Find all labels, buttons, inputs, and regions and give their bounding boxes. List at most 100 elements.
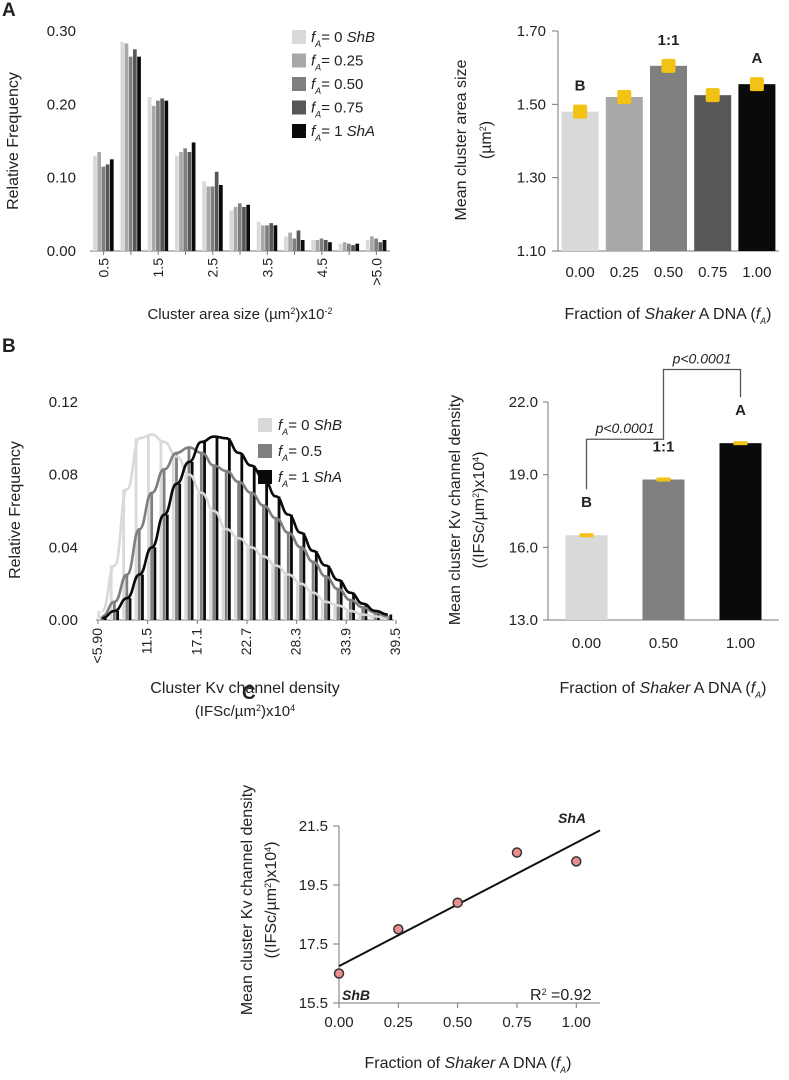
x-tick-label: 33.9 xyxy=(337,628,353,655)
histogram-bar xyxy=(109,565,113,620)
histogram-bar xyxy=(260,225,265,251)
histogram-bar xyxy=(219,185,223,251)
histogram-bar xyxy=(271,565,275,620)
legend-label: fA= 1 ShA xyxy=(311,123,375,143)
histogram-bar xyxy=(147,434,150,620)
x-tick-label: 0.50 xyxy=(649,635,678,652)
legend-swatch xyxy=(292,77,306,91)
x-axis-title: Fraction of Shaker A DNA (fA) xyxy=(565,306,772,326)
histogram-bar xyxy=(308,592,312,620)
histogram-bar xyxy=(339,580,343,620)
histogram-bar xyxy=(212,465,216,620)
histogram-bar xyxy=(137,56,141,251)
histogram-bar xyxy=(233,538,237,620)
histogram-bar xyxy=(346,243,351,251)
histogram-bar xyxy=(109,159,114,251)
y-tick-label: 1.70 xyxy=(517,23,546,40)
histogram-bar xyxy=(151,105,156,251)
mean-bar xyxy=(605,97,643,251)
histogram-bar xyxy=(351,245,355,251)
y-tick-label: 0.00 xyxy=(47,243,76,260)
histogram-bar xyxy=(274,518,278,620)
mean-bar xyxy=(650,65,687,251)
legend-label: fA= 0.50 xyxy=(311,76,363,96)
y-tick-label: 1.50 xyxy=(517,96,546,113)
x-tick-label: 0.50 xyxy=(654,264,683,281)
legend-label: fA= 0.75 xyxy=(311,100,363,120)
sha-label: ShA xyxy=(558,810,586,826)
histogram-bar xyxy=(122,489,126,620)
histogram-bar xyxy=(210,186,215,251)
histogram-bar xyxy=(296,230,301,251)
histogram-bar xyxy=(97,610,101,620)
significance-label: 1:1 xyxy=(653,439,675,456)
mean-bar xyxy=(719,443,762,620)
y-tick-label: 0.20 xyxy=(47,96,76,113)
error-marker xyxy=(573,104,588,119)
histogram-bar xyxy=(269,223,274,251)
mean-bar xyxy=(642,479,685,620)
histogram-bar xyxy=(103,618,107,620)
histogram-bar xyxy=(128,598,132,620)
y-axis-title-units: (µm2) xyxy=(478,121,495,159)
error-marker xyxy=(661,58,676,73)
x-tick-label: 4.5 xyxy=(314,258,330,278)
x-tick-label: 0.75 xyxy=(698,264,727,281)
histogram-bar xyxy=(187,152,192,251)
histogram-bar xyxy=(150,492,154,620)
histogram-bar xyxy=(333,605,337,620)
histogram-bar xyxy=(229,210,234,251)
histogram-bar xyxy=(206,186,211,251)
histogram-bar xyxy=(258,556,262,620)
histogram-bar xyxy=(249,492,253,620)
y-axis-title: Mean cluster Kv channel density xyxy=(447,395,464,625)
legend-swatch xyxy=(292,124,306,138)
legend-swatch xyxy=(258,444,272,458)
histogram-bar xyxy=(93,155,97,251)
histogram-bar xyxy=(233,207,238,251)
histogram-bar xyxy=(355,243,360,251)
histogram-bar xyxy=(328,242,332,251)
histogram-bar xyxy=(215,436,219,620)
x-tick-label: 1.5 xyxy=(150,258,166,278)
histogram-bar xyxy=(389,614,393,620)
histogram-bar xyxy=(314,550,318,620)
regression-line xyxy=(338,829,601,968)
fit-curve xyxy=(102,435,388,620)
x-tick-label: 3.5 xyxy=(259,258,275,278)
legend-label: fA= 0.25 xyxy=(311,53,363,73)
histogram-bar xyxy=(286,532,290,620)
significance-label: A xyxy=(735,402,746,419)
y-tick-label: 13.0 xyxy=(509,612,538,629)
histogram-bar xyxy=(374,238,378,251)
histogram-bar xyxy=(288,232,292,251)
error-marker xyxy=(579,533,594,538)
error-marker xyxy=(705,88,720,103)
histogram-bar xyxy=(324,576,327,620)
legend-swatch xyxy=(292,53,306,68)
histogram-bar xyxy=(101,166,106,251)
y-tick-label: 0.08 xyxy=(49,467,78,484)
histogram-bar xyxy=(327,565,331,620)
histogram-bar xyxy=(156,100,160,252)
y-tick-label: 17.5 xyxy=(299,936,328,953)
data-point xyxy=(333,968,345,979)
x-tick-label: 1.00 xyxy=(562,1014,591,1031)
histogram-bar xyxy=(237,203,242,251)
x-axis-title-units: (IFSc/µm2)x104 xyxy=(195,703,295,720)
histogram-bar xyxy=(147,97,152,251)
histogram-bar xyxy=(191,142,196,251)
histogram-bar xyxy=(265,478,269,620)
p-value-label: p<0.0001 xyxy=(672,351,732,367)
histogram-bar xyxy=(292,238,297,251)
error-marker xyxy=(733,441,748,446)
y-tick-label: 22.0 xyxy=(509,394,538,411)
histogram-bar xyxy=(352,592,355,620)
panel-label-a: A xyxy=(2,0,16,21)
histogram-bar xyxy=(203,441,206,620)
histogram-bar xyxy=(153,547,157,620)
histogram-bar xyxy=(345,610,349,620)
significance-label: 1:1 xyxy=(658,32,680,49)
histogram-bar xyxy=(165,514,169,620)
y-tick-label: 1.10 xyxy=(517,243,546,260)
